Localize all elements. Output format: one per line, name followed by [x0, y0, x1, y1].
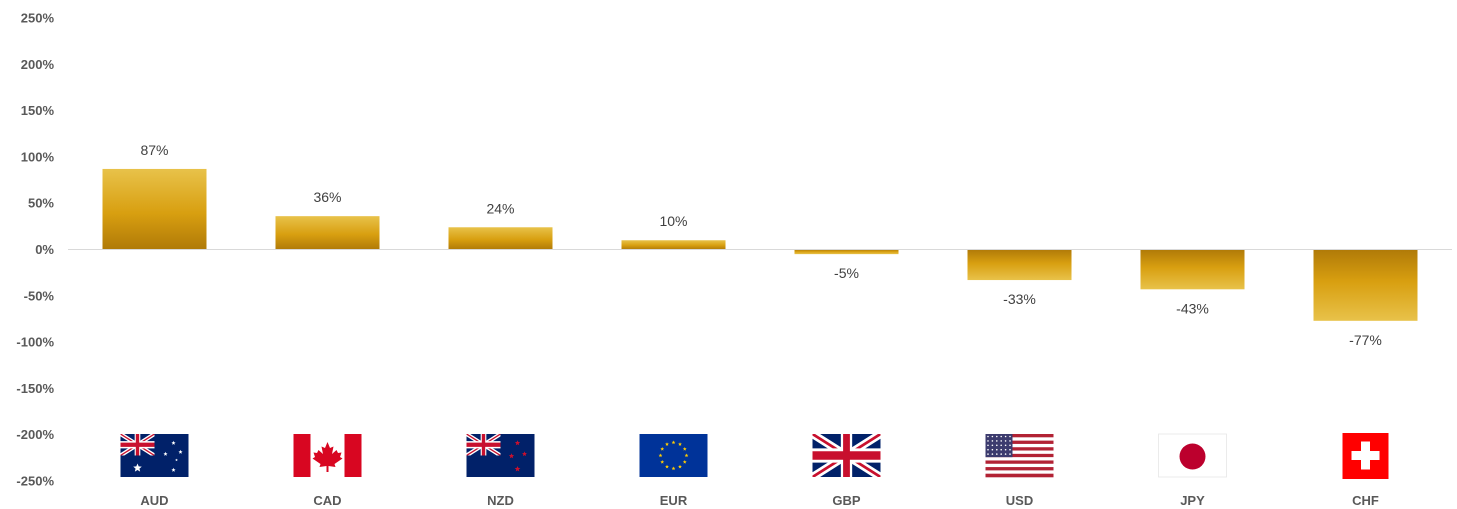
x-tick-label: JPY — [1180, 493, 1205, 508]
y-tick-label: 0% — [35, 242, 54, 257]
data-label: 87% — [140, 142, 168, 158]
y-tick-label: -250% — [16, 474, 54, 489]
data-label: 10% — [659, 213, 687, 229]
y-axis: 250% 200% 150% 100% 50% 0% -50% -100% -150% -200%… — [16, 11, 54, 489]
bar-eur — [621, 240, 726, 250]
y-tick-label: 150% — [21, 103, 55, 118]
usa-flag-icon — [985, 434, 1054, 478]
y-tick-label: -50% — [24, 288, 55, 303]
bar-nzd — [448, 227, 553, 250]
bars — [102, 168, 1418, 321]
japan-flag-icon — [1158, 433, 1227, 478]
bar-cad — [275, 216, 380, 250]
y-tick-label: -200% — [16, 427, 54, 442]
x-tick-label: NZD — [487, 493, 514, 508]
y-tick-label: 200% — [21, 57, 55, 72]
eu-flag-icon — [639, 434, 708, 477]
data-label: 24% — [486, 200, 514, 216]
uk-flag-icon — [812, 434, 881, 477]
new-zealand-flag-icon — [466, 434, 535, 477]
x-tick-label: CAD — [313, 493, 341, 508]
y-tick-label: -100% — [16, 335, 54, 350]
x-tick-label: AUD — [140, 493, 168, 508]
x-axis: AUD CAD NZD EUR GBP USD JPY CHF — [140, 493, 1379, 508]
bar-chf — [1313, 249, 1418, 321]
x-tick-label: CHF — [1352, 493, 1379, 508]
data-label: -33% — [1003, 291, 1036, 307]
flag-icons — [120, 433, 1389, 479]
switzerland-flag-icon — [1342, 433, 1389, 479]
y-tick-label: 100% — [21, 149, 55, 164]
bar-aud — [102, 168, 207, 250]
data-label: -5% — [834, 265, 859, 281]
y-tick-label: -150% — [16, 381, 54, 396]
data-label: 36% — [313, 189, 341, 205]
x-tick-label: EUR — [660, 493, 688, 508]
canada-flag-icon — [293, 434, 362, 477]
x-tick-label: USD — [1006, 493, 1033, 508]
data-labels: 87% 36% 24% 10% -5% -33% -43% -77% — [140, 142, 1381, 348]
bar-gbp — [794, 249, 899, 255]
y-tick-label: 250% — [21, 11, 55, 26]
australia-flag-icon — [120, 434, 189, 477]
bar-jpy — [1140, 249, 1245, 290]
x-tick-label: GBP — [832, 493, 861, 508]
y-tick-label: 50% — [28, 196, 54, 211]
bar-usd — [967, 249, 1072, 281]
data-label: -43% — [1176, 300, 1209, 316]
data-label: -77% — [1349, 332, 1382, 348]
